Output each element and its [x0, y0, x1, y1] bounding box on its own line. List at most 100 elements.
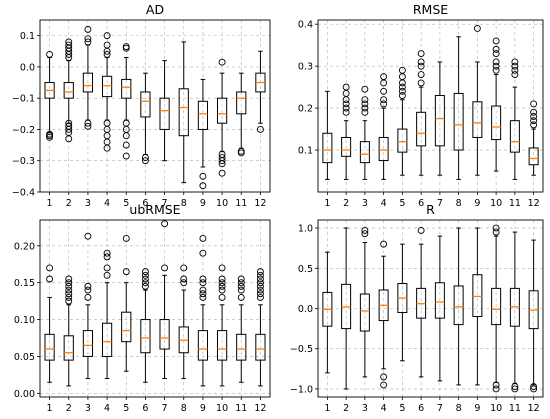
x-tick-label: 5: [399, 403, 405, 414]
x-tick-label: 12: [528, 403, 540, 414]
x-tick-label: 11: [509, 198, 521, 209]
iqr-box: [491, 105, 502, 141]
outlier-point: [122, 141, 130, 149]
box-group: [528, 239, 539, 393]
outlier-point: [256, 293, 264, 301]
outlier-point: [530, 385, 538, 393]
y-tick-label: 0.1: [20, 31, 35, 42]
iqr-box: [63, 335, 74, 361]
outlier-point: [218, 293, 226, 301]
iqr-box: [159, 97, 170, 130]
outlier-point: [84, 35, 92, 43]
outlier-point: [342, 83, 350, 91]
outlier-point: [122, 152, 130, 160]
x-tick-label: 1: [47, 198, 53, 209]
outlier-point: [361, 96, 369, 104]
box-group: [359, 85, 370, 180]
outlier-point: [199, 234, 207, 242]
box-group: [101, 249, 113, 380]
x-tick-label: 12: [254, 198, 266, 209]
iqr-box: [434, 95, 445, 147]
outlier-point: [256, 286, 264, 294]
outlier-point: [141, 279, 149, 287]
outlier-point: [492, 381, 500, 389]
outlier-point: [492, 66, 500, 74]
outlier-point: [199, 275, 207, 283]
box-group: [472, 24, 483, 176]
outlier-point: [511, 66, 519, 74]
outlier-point: [237, 279, 245, 287]
outlier-point: [256, 126, 264, 133]
outlier-point: [398, 87, 406, 95]
outlier-point: [122, 268, 130, 276]
y-tick-label: −0.3: [12, 156, 35, 167]
outlier-point: [380, 240, 388, 248]
outlier-point: [84, 282, 92, 290]
x-tick-label: 2: [343, 403, 349, 414]
iqr-box: [528, 147, 539, 166]
iqr-box: [322, 132, 333, 164]
x-tick-label: 4: [104, 198, 110, 209]
iqr-box: [82, 72, 94, 93]
y-tick-label: 0.0: [298, 304, 313, 315]
iqr-box: [159, 319, 170, 350]
y-tick-label: −1.0: [290, 384, 313, 395]
box-group: [63, 38, 74, 143]
axes-frame: [39, 219, 271, 398]
outlier-point: [492, 37, 500, 45]
box-group: [101, 32, 113, 152]
outlier-point: [218, 160, 226, 168]
x-tick-label: 9: [200, 403, 206, 414]
y-tick-label: −0.1: [12, 94, 35, 105]
x-tick-label: 10: [216, 403, 228, 414]
box-group: [178, 264, 189, 380]
panel-r: R −1.0−0.50.00.51.01 2 3 4 5 6 7 8 9 10 11 12: [290, 202, 544, 414]
outlier-point: [511, 383, 519, 390]
outlier-point: [380, 96, 388, 104]
x-tick-label: 3: [85, 403, 91, 414]
box-group: [416, 227, 427, 378]
box-group: [63, 275, 74, 387]
outlier-point: [65, 135, 73, 143]
outlier-point: [361, 104, 369, 112]
box-group: [178, 41, 189, 184]
outlier-point: [65, 286, 73, 294]
outlier-point: [361, 227, 369, 234]
x-tick-label: 1: [324, 403, 330, 414]
x-tick-label: 3: [85, 198, 91, 209]
box-group: [378, 73, 389, 180]
x-tick-label: 6: [418, 198, 424, 209]
outlier-point: [380, 381, 388, 389]
box-group: [121, 234, 132, 372]
outlier-point: [398, 92, 406, 99]
iqr-box: [216, 97, 228, 124]
outlier-point: [492, 385, 500, 393]
iqr-box: [140, 319, 151, 354]
box-group: [416, 50, 427, 176]
box-group: [397, 243, 408, 362]
x-tick-label: 2: [343, 198, 349, 209]
outlier-point: [122, 234, 130, 242]
box-group: [322, 251, 333, 374]
outlier-point: [84, 38, 92, 46]
iqr-box: [434, 282, 445, 319]
box-group: [491, 37, 502, 172]
x-tick-label: 7: [162, 403, 168, 414]
outlier-point: [65, 126, 73, 133]
x-tick-label: 3: [362, 198, 368, 209]
box-group: [453, 36, 464, 180]
outlier-point: [256, 279, 264, 287]
x-tick-label: 8: [456, 403, 462, 414]
outlier-point: [84, 122, 92, 130]
outlier-point: [65, 293, 73, 301]
box-group: [44, 50, 55, 141]
outlier-point: [361, 100, 369, 108]
outlier-point: [256, 268, 264, 276]
outlier-point: [103, 32, 111, 40]
box-group: [322, 90, 333, 180]
iqr-box: [197, 100, 209, 130]
x-tick-label: 8: [456, 198, 462, 209]
box-group: [197, 234, 209, 387]
outlier-point: [417, 79, 425, 87]
x-tick-label: 10: [490, 403, 502, 414]
